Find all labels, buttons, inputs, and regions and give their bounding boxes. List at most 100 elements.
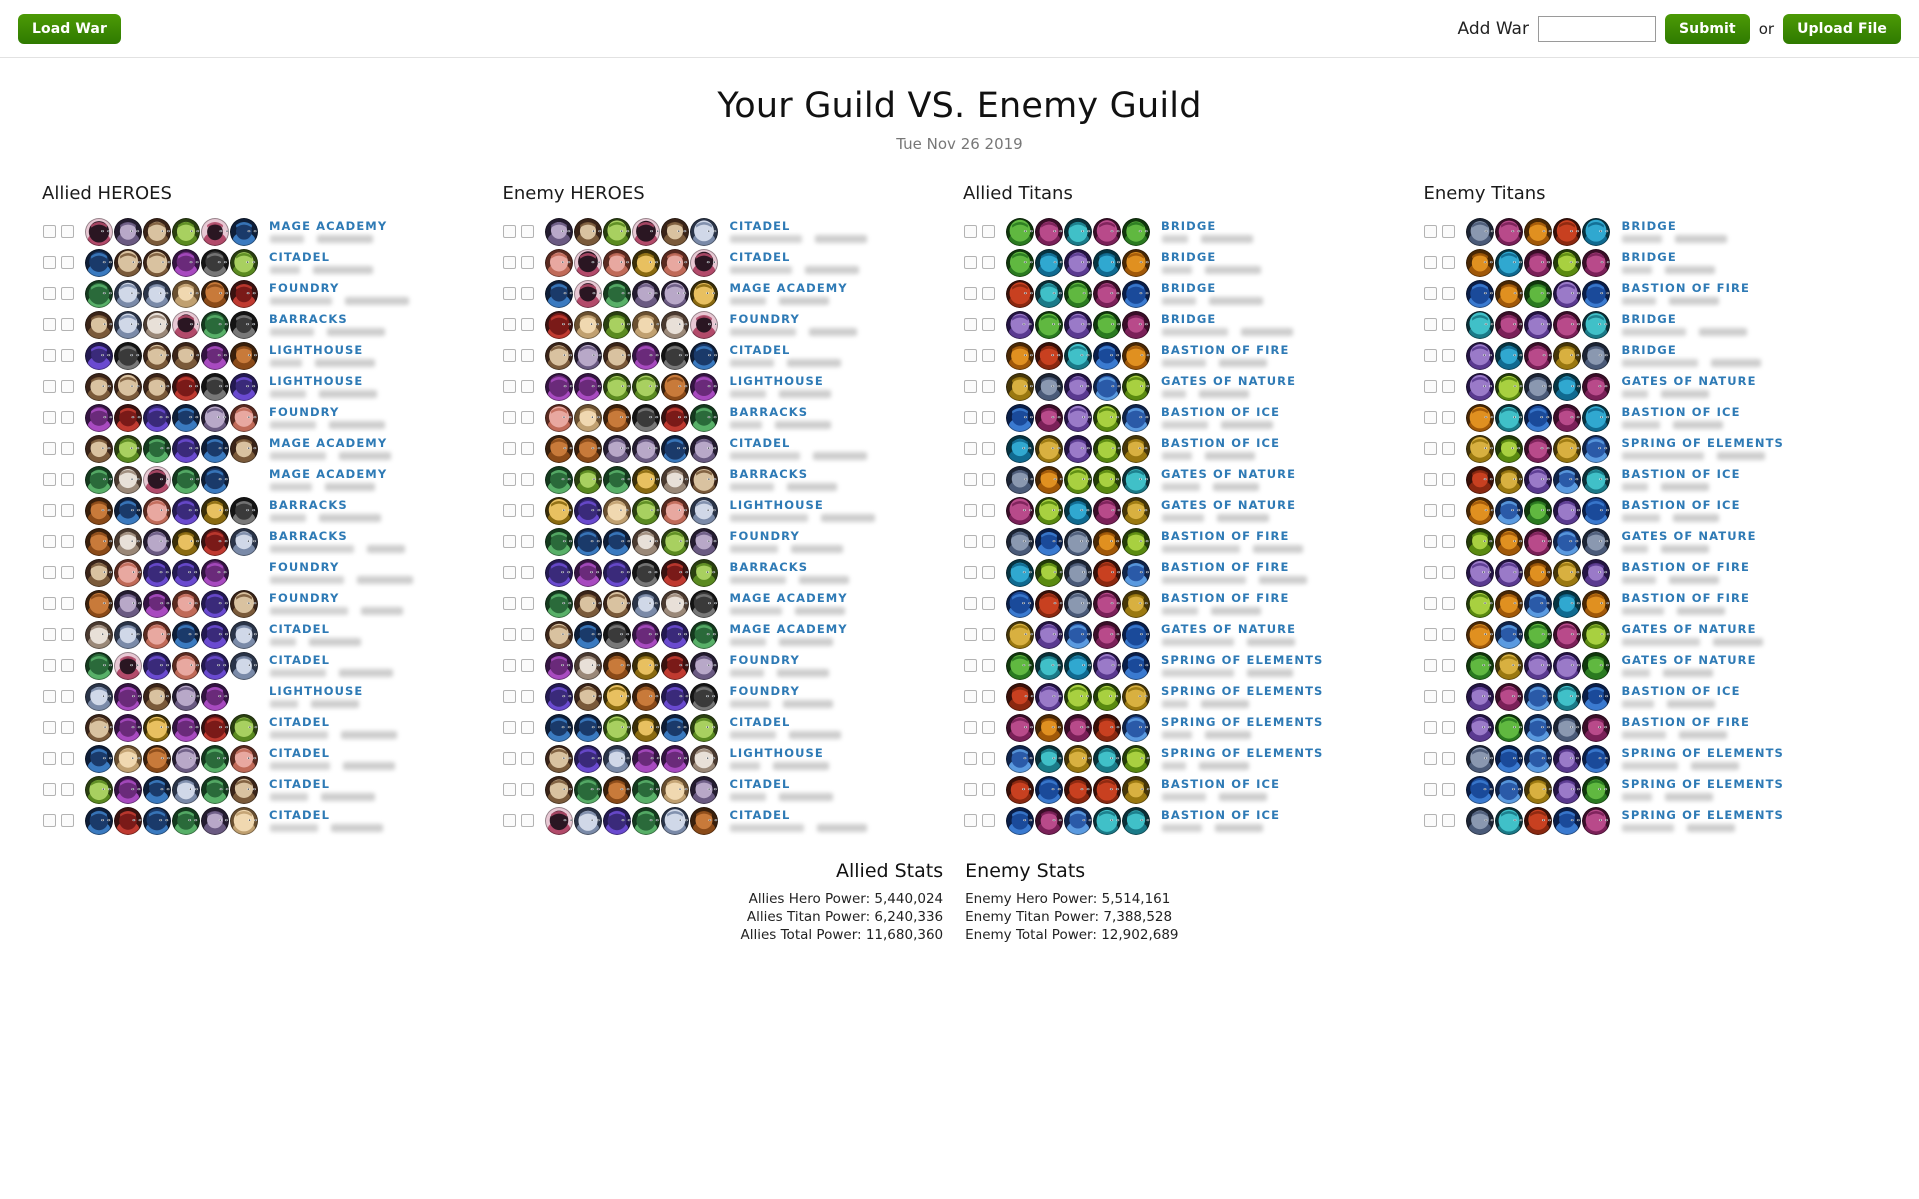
building-label[interactable]: CITADEL <box>729 250 791 264</box>
row-select-checkbox[interactable] <box>1424 783 1438 796</box>
row-select-checkbox[interactable] <box>1424 442 1438 455</box>
row-compare-checkbox[interactable] <box>1442 628 1456 641</box>
row-select-checkbox[interactable] <box>963 566 977 579</box>
row-select-checkbox[interactable] <box>963 318 977 331</box>
row-compare-checkbox[interactable] <box>981 628 995 641</box>
row-select-checkbox[interactable] <box>43 380 56 393</box>
row-compare-checkbox[interactable] <box>61 504 74 517</box>
row-compare-checkbox[interactable] <box>521 287 535 300</box>
row-select-checkbox[interactable] <box>963 225 977 238</box>
row-compare-checkbox[interactable] <box>1442 597 1456 610</box>
row-compare-checkbox[interactable] <box>981 287 995 300</box>
row-select-checkbox[interactable] <box>503 380 517 393</box>
row-compare-checkbox[interactable] <box>61 597 74 610</box>
row-select-checkbox[interactable] <box>503 814 517 827</box>
row-compare-checkbox[interactable] <box>981 473 995 486</box>
row-select-checkbox[interactable] <box>43 535 56 548</box>
building-label[interactable]: BASTION OF ICE <box>1621 684 1741 698</box>
row-select-checkbox[interactable] <box>1424 256 1438 269</box>
row-select-checkbox[interactable] <box>963 752 977 765</box>
row-compare-checkbox[interactable] <box>1442 814 1456 827</box>
row-select-checkbox[interactable] <box>1424 473 1438 486</box>
building-label[interactable]: BASTION OF ICE <box>1621 405 1741 419</box>
row-compare-checkbox[interactable] <box>981 380 995 393</box>
building-label[interactable]: BARRACKS <box>269 498 348 512</box>
row-select-checkbox[interactable] <box>503 442 517 455</box>
row-select-checkbox[interactable] <box>963 721 977 734</box>
row-select-checkbox[interactable] <box>43 721 56 734</box>
building-label[interactable]: FOUNDRY <box>269 281 340 295</box>
building-label[interactable]: BASTION OF ICE <box>1621 467 1741 481</box>
row-compare-checkbox[interactable] <box>1442 287 1456 300</box>
row-compare-checkbox[interactable] <box>61 256 74 269</box>
row-compare-checkbox[interactable] <box>61 535 74 548</box>
row-compare-checkbox[interactable] <box>1442 752 1456 765</box>
building-label[interactable]: SPRING OF ELEMENTS <box>1621 436 1784 450</box>
row-select-checkbox[interactable] <box>503 566 517 579</box>
row-select-checkbox[interactable] <box>503 225 517 238</box>
row-select-checkbox[interactable] <box>43 473 56 486</box>
row-select-checkbox[interactable] <box>503 659 517 672</box>
row-compare-checkbox[interactable] <box>981 535 995 548</box>
row-select-checkbox[interactable] <box>503 504 517 517</box>
row-select-checkbox[interactable] <box>503 473 517 486</box>
row-compare-checkbox[interactable] <box>61 349 74 362</box>
building-label[interactable]: BASTION OF ICE <box>1160 777 1281 791</box>
building-label[interactable]: BARRACKS <box>729 467 809 481</box>
row-select-checkbox[interactable] <box>503 721 517 734</box>
building-label[interactable]: CITADEL <box>729 219 791 233</box>
building-label[interactable]: SPRING OF ELEMENTS <box>1621 808 1784 822</box>
row-select-checkbox[interactable] <box>1424 504 1438 517</box>
building-label[interactable]: LIGHTHOUSE <box>729 498 824 512</box>
row-select-checkbox[interactable] <box>43 597 56 610</box>
building-label[interactable]: SPRING OF ELEMENTS <box>1621 777 1784 791</box>
row-select-checkbox[interactable] <box>963 783 977 796</box>
building-label[interactable]: MAGE ACADEMY <box>269 219 388 233</box>
row-select-checkbox[interactable] <box>503 535 517 548</box>
building-label[interactable]: GATES OF NATURE <box>1621 529 1757 543</box>
row-compare-checkbox[interactable] <box>521 256 535 269</box>
building-label[interactable]: GATES OF NATURE <box>1160 374 1297 388</box>
building-label[interactable]: BRIDGE <box>1160 281 1217 295</box>
building-label[interactable]: CITADEL <box>729 808 791 822</box>
row-select-checkbox[interactable] <box>1424 318 1438 331</box>
row-select-checkbox[interactable] <box>43 318 56 331</box>
row-compare-checkbox[interactable] <box>1442 659 1456 672</box>
row-compare-checkbox[interactable] <box>521 814 535 827</box>
building-label[interactable]: BASTION OF FIRE <box>1621 281 1750 295</box>
building-label[interactable]: BRIDGE <box>1621 250 1677 264</box>
upload-file-button[interactable]: Upload File <box>1783 13 1901 44</box>
row-compare-checkbox[interactable] <box>61 659 74 672</box>
building-label[interactable]: BASTION OF ICE <box>1160 436 1281 450</box>
building-label[interactable]: BARRACKS <box>729 405 809 419</box>
row-select-checkbox[interactable] <box>1424 566 1438 579</box>
building-label[interactable]: BASTION OF FIRE <box>1160 560 1290 574</box>
row-compare-checkbox[interactable] <box>61 442 74 455</box>
row-compare-checkbox[interactable] <box>981 597 995 610</box>
building-label[interactable]: MAGE ACADEMY <box>269 467 388 481</box>
add-war-input[interactable] <box>1537 15 1656 42</box>
row-select-checkbox[interactable] <box>503 349 517 362</box>
row-select-checkbox[interactable] <box>43 814 56 827</box>
building-label[interactable]: CITADEL <box>269 653 330 667</box>
row-select-checkbox[interactable] <box>43 690 56 703</box>
row-select-checkbox[interactable] <box>1424 411 1438 424</box>
row-compare-checkbox[interactable] <box>521 628 535 641</box>
row-compare-checkbox[interactable] <box>521 442 535 455</box>
row-compare-checkbox[interactable] <box>981 814 995 827</box>
building-label[interactable]: SPRING OF ELEMENTS <box>1160 715 1324 729</box>
row-compare-checkbox[interactable] <box>1442 380 1456 393</box>
row-select-checkbox[interactable] <box>503 783 517 796</box>
row-select-checkbox[interactable] <box>43 752 56 765</box>
row-select-checkbox[interactable] <box>1424 597 1438 610</box>
building-label[interactable]: FOUNDRY <box>269 405 340 419</box>
row-select-checkbox[interactable] <box>1424 225 1438 238</box>
row-select-checkbox[interactable] <box>43 411 56 424</box>
row-select-checkbox[interactable] <box>963 535 977 548</box>
row-compare-checkbox[interactable] <box>521 380 535 393</box>
row-select-checkbox[interactable] <box>963 504 977 517</box>
building-label[interactable]: BARRACKS <box>729 560 809 574</box>
building-label[interactable]: LIGHTHOUSE <box>269 374 364 388</box>
building-label[interactable]: BASTION OF FIRE <box>1160 529 1290 543</box>
row-select-checkbox[interactable] <box>963 256 977 269</box>
